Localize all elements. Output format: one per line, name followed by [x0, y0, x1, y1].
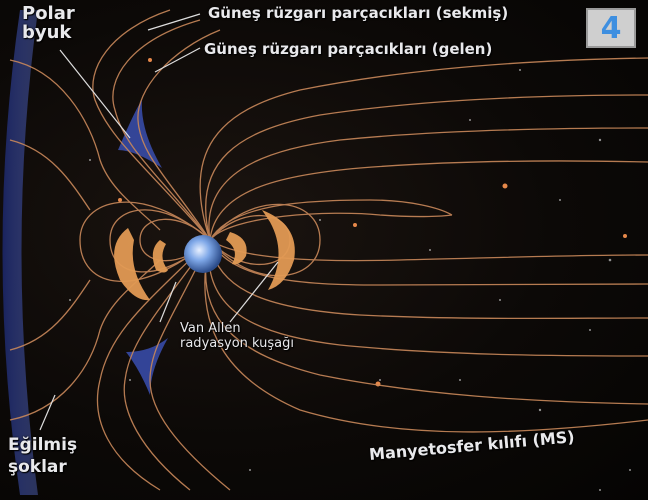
van-allen-label: Van Allen radyasyon kuşağı: [180, 321, 294, 351]
polar-cusp-south: [126, 338, 168, 395]
pointer-lines: [39, 13, 279, 431]
belt-inner-right: [226, 232, 247, 265]
field-lines: [9, 9, 648, 491]
belt-outer-left: [114, 228, 150, 301]
polar-cusp-label: Polar byuk: [22, 3, 75, 43]
solar-wind-incoming-label: Güneş rüzgarı parçacıkları (gelen): [204, 40, 493, 58]
earth: [184, 235, 222, 273]
belt-outer-right: [262, 210, 295, 290]
figure-number: 4: [600, 10, 622, 46]
bow-shock-label: Eğilmiş şoklar: [8, 435, 78, 477]
van-allen-belts: [114, 210, 295, 301]
figure-number-badge: 4: [586, 8, 636, 48]
solar-wind-deflected-label: Güneş rüzgarı parçacıkları (sekmiş): [208, 4, 509, 22]
star-field: [69, 69, 631, 491]
bow-shock: [2, 10, 38, 495]
belt-inner-left: [152, 240, 168, 273]
